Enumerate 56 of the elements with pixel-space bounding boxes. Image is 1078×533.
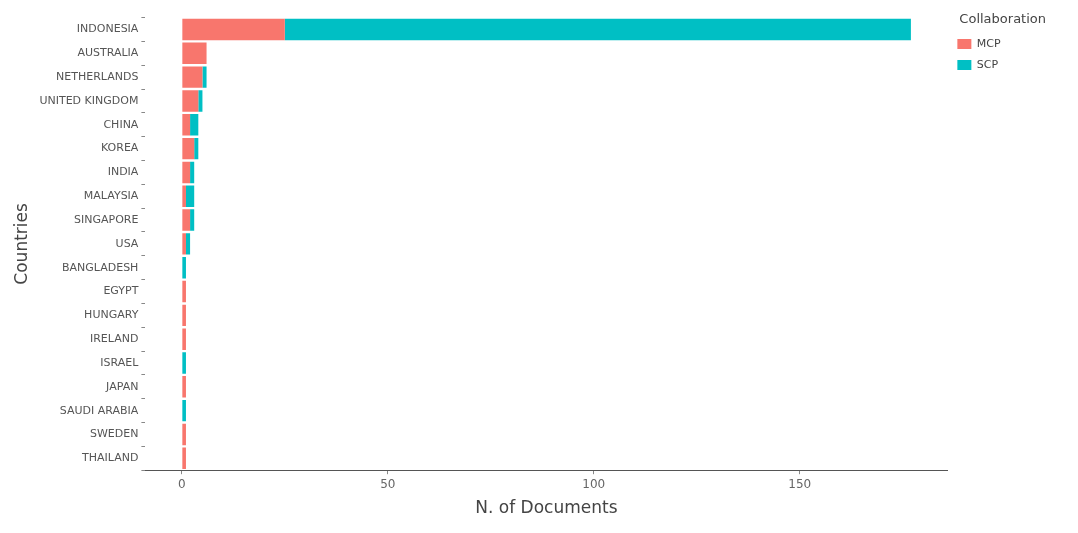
bar bbox=[182, 185, 186, 207]
bar bbox=[182, 66, 203, 88]
y-tick-label: AUSTRALIA bbox=[77, 46, 139, 60]
x-tick-label: 0 bbox=[178, 476, 186, 491]
bar bbox=[182, 304, 186, 327]
y-tick-label: USA bbox=[115, 236, 139, 250]
bar bbox=[190, 114, 199, 136]
y-tick-label: INDONESIA bbox=[76, 22, 139, 36]
bar bbox=[182, 447, 186, 470]
bar bbox=[185, 233, 191, 255]
bar bbox=[182, 137, 195, 160]
y-tick-label: JAPAN bbox=[105, 379, 139, 393]
legend-label: MCP bbox=[976, 36, 1002, 50]
x-tick-label: 150 bbox=[788, 476, 812, 491]
x-tick-label: 100 bbox=[582, 476, 606, 491]
y-tick-label: SWEDEN bbox=[89, 427, 139, 441]
bar bbox=[202, 66, 207, 88]
bar bbox=[182, 209, 191, 231]
y-tick-label: ISRAEL bbox=[100, 355, 140, 369]
y-tick-label: THAILAND bbox=[81, 451, 139, 465]
bar bbox=[182, 376, 186, 398]
y-tick-label: CHINA bbox=[103, 117, 139, 131]
bar bbox=[182, 233, 186, 255]
bar bbox=[198, 90, 203, 112]
x-tick-label: 50 bbox=[380, 476, 396, 491]
y-tick-label: KOREA bbox=[101, 141, 139, 155]
bar bbox=[182, 328, 186, 350]
y-tick-label: UNITED KINGDOM bbox=[39, 93, 139, 107]
bar bbox=[182, 257, 186, 279]
bar bbox=[182, 280, 186, 303]
bar bbox=[182, 161, 191, 184]
bar bbox=[284, 18, 911, 41]
y-tick-label: HUNGARY bbox=[84, 308, 139, 322]
bar bbox=[182, 42, 207, 65]
y-tick-label: SINGAPORE bbox=[74, 212, 139, 226]
y-tick-label: NETHERLANDS bbox=[56, 70, 139, 84]
y-tick-label: SAUDI ARABIA bbox=[59, 403, 139, 417]
y-tick-label: MALAYSIA bbox=[83, 189, 139, 203]
legend-label: SCP bbox=[976, 57, 999, 71]
x-axis-title: N. of Documents bbox=[475, 497, 618, 518]
bar bbox=[182, 114, 191, 136]
bar bbox=[185, 185, 195, 207]
bar bbox=[194, 137, 199, 160]
y-tick-label: INDIA bbox=[107, 165, 139, 179]
bar bbox=[190, 161, 195, 184]
y-tick-label: IRELAND bbox=[89, 332, 139, 346]
bar bbox=[182, 423, 186, 446]
bar bbox=[182, 90, 199, 112]
y-tick-label: EGYPT bbox=[103, 284, 139, 298]
bar bbox=[182, 399, 186, 422]
bar bbox=[190, 209, 195, 231]
legend-title: Collaboration bbox=[959, 10, 1046, 26]
y-axis-title: Countries bbox=[10, 203, 31, 285]
bar bbox=[182, 18, 285, 41]
y-tick-label: BANGLADESH bbox=[61, 260, 139, 274]
bar bbox=[182, 352, 186, 374]
